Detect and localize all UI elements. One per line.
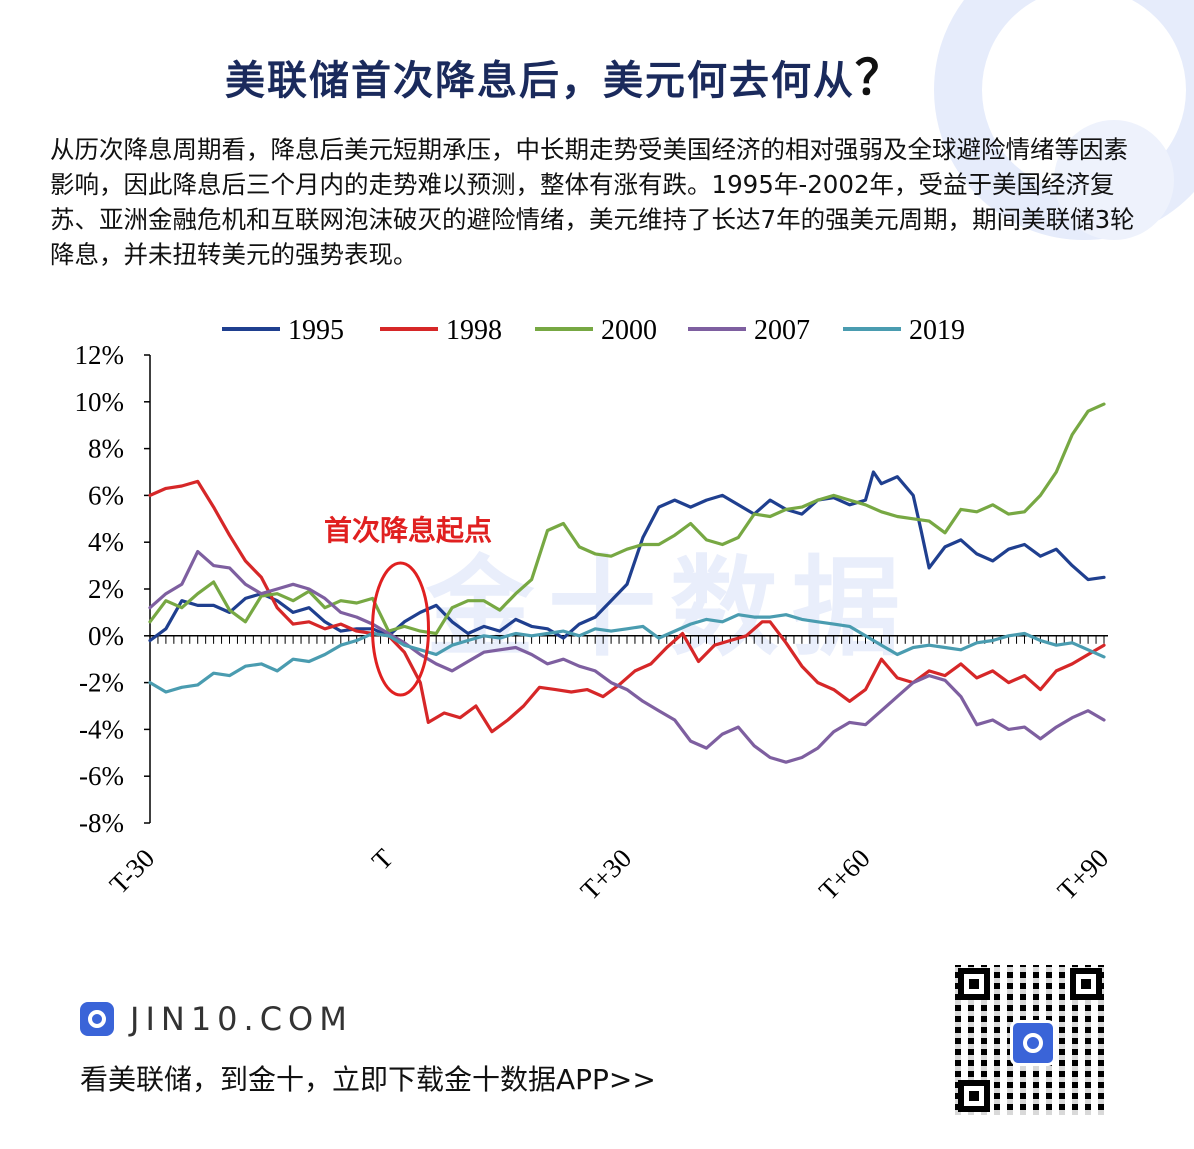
x-tick-label: T+30 [574,843,637,906]
download-slogan[interactable]: 看美联储，到金十，立即下载金十数据APP>> [80,1063,656,1096]
series-line-2000 [148,402,1106,636]
legend-label-2007: 2007 [754,315,810,346]
footer-brand[interactable]: JIN10.COM [80,1000,353,1038]
annotation-label: 首次降息起点 [324,514,492,547]
y-tick-label: 4% [88,527,124,557]
annotation-ellipse [371,561,430,697]
series-line-1995 [148,470,1106,643]
y-tick-label: -8% [79,808,124,838]
y-tick-label: 6% [88,480,124,510]
y-tick-label: -2% [79,668,124,698]
title-question-mark: ？ [854,50,905,106]
x-tick-label: T+90 [1051,843,1114,906]
y-tick-label: 12% [75,340,125,370]
y-tick-label: 8% [88,434,124,464]
description-paragraph: 从历次降息周期看，降息后美元短期承压，中长期走势受美国经济的相对强弱及全球避险情… [50,135,1135,269]
qr-finder-top-left [958,968,990,1000]
x-tick-label: T-30 [104,843,161,900]
y-tick-label: 10% [75,387,125,417]
x-tick-label: T+60 [813,843,876,906]
legend-label-2000: 2000 [601,315,657,346]
series-line-2019 [148,613,1106,694]
site-url[interactable]: JIN10.COM [130,1000,353,1038]
line-chart: 金十数据-8%-6%-4%-2%0%2%4%6%8%10%12%T-30 T T+3… [75,315,1115,906]
legend-label-1995: 1995 [288,315,344,346]
series-line-1998 [148,479,1106,734]
x-tick-label: T [366,843,399,876]
qr-finder-top-right [1070,968,1102,1000]
y-tick-label: 2% [88,574,124,604]
jin10-logo-icon [80,1002,114,1036]
page-title: 美联储首次降息后，美元何去何从？ [0,38,1130,108]
qr-finder-bottom-left [958,1080,990,1112]
legend-label-1998: 1998 [446,315,502,346]
y-tick-label: -6% [79,761,124,791]
series-line-2007 [148,550,1106,764]
y-tick-label: 0% [88,621,124,651]
title-text: 美联储首次降息后，美元何去何从 [224,58,855,104]
qr-logo-icon [1010,1020,1056,1066]
y-tick-label: -4% [79,714,124,744]
decorative-logo-dot [1054,120,1174,240]
legend-label-2019: 2019 [909,315,965,346]
